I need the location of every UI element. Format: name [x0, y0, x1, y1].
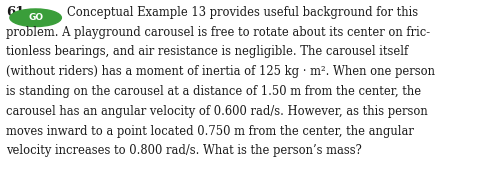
Text: problem. A playground carousel is free to rotate about its center on fric-: problem. A playground carousel is free t…: [6, 26, 430, 39]
Text: is standing on the carousel at a distance of 1.50 m from the center, the: is standing on the carousel at a distanc…: [6, 85, 421, 98]
Text: (without riders) has a moment of inertia of 125 kg · m². When one person: (without riders) has a moment of inertia…: [6, 65, 435, 78]
Text: velocity increases to 0.800 rad/s. What is the person’s mass?: velocity increases to 0.800 rad/s. What …: [6, 144, 362, 157]
Circle shape: [10, 9, 61, 27]
Text: carousel has an angular velocity of 0.600 rad/s. However, as this person: carousel has an angular velocity of 0.60…: [6, 105, 428, 118]
Text: 61.: 61.: [6, 6, 29, 19]
Text: GO: GO: [28, 13, 43, 22]
Text: tionless bearings, and air resistance is negligible. The carousel itself: tionless bearings, and air resistance is…: [6, 45, 408, 58]
Text: Conceptual Example 13 provides useful background for this: Conceptual Example 13 provides useful ba…: [67, 6, 418, 19]
Text: moves inward to a point located 0.750 m from the center, the angular: moves inward to a point located 0.750 m …: [6, 125, 414, 138]
